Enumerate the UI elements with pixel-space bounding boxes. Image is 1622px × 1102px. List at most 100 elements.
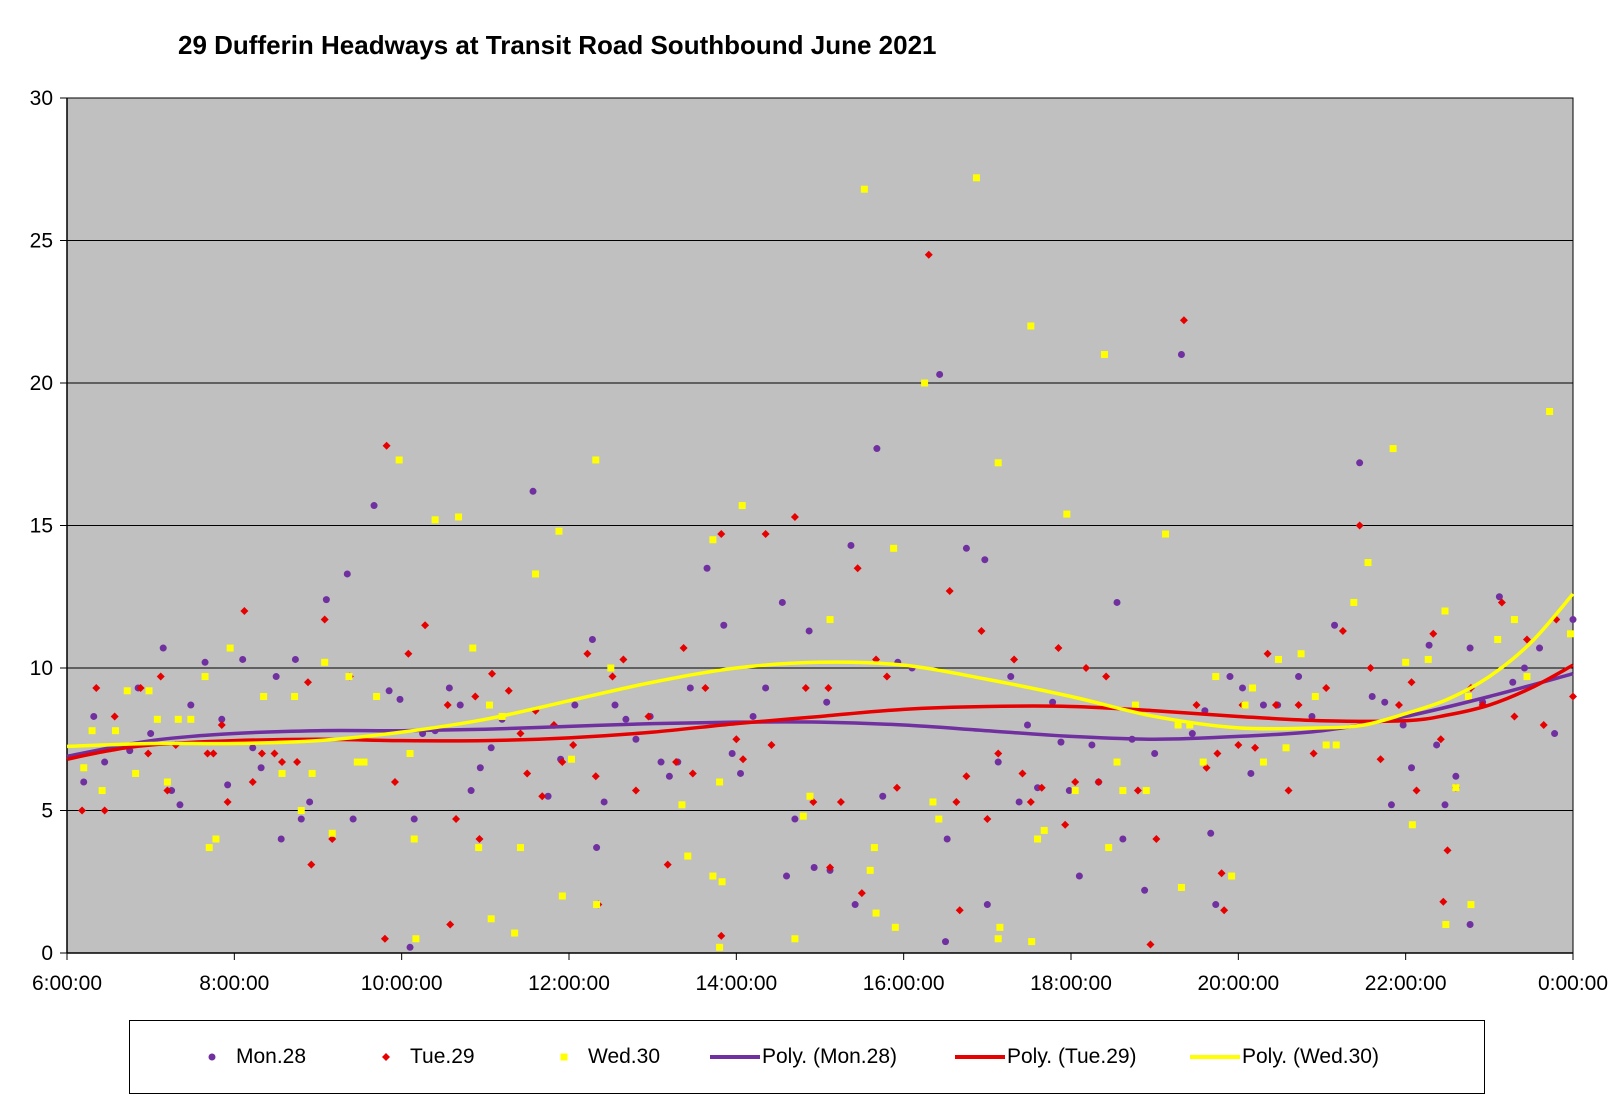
data-point-wed-30 xyxy=(1464,693,1472,700)
legend-label: Poly. (Mon.28) xyxy=(762,1045,897,1068)
data-point-mon-28 xyxy=(1177,351,1185,358)
data-point-mon-28 xyxy=(762,684,770,692)
data-point-mon-28 xyxy=(1399,721,1407,729)
legend-swatch xyxy=(560,1053,568,1061)
data-point-tue-29 xyxy=(644,712,653,721)
data-point-mon-28 xyxy=(349,815,357,823)
data-point-mon-28 xyxy=(544,792,552,800)
data-point-wed-30 xyxy=(291,693,299,700)
data-point-tue-29 xyxy=(688,769,697,778)
data-point-wed-30 xyxy=(806,792,814,800)
data-point-tue-29 xyxy=(538,792,547,801)
data-point-tue-29 xyxy=(1018,769,1027,778)
data-point-wed-30 xyxy=(1389,445,1397,453)
legend-item-poly-tue-29: Poly. (Tue.29) xyxy=(955,1021,1137,1093)
data-point-mon-28 xyxy=(1226,673,1234,681)
data-point-mon-28 xyxy=(593,844,601,852)
data-point-wed-30 xyxy=(1332,741,1340,749)
data-point-wed-30 xyxy=(1259,758,1267,766)
data-point-mon-28 xyxy=(297,815,305,823)
data-point-wed-30 xyxy=(1467,901,1475,909)
data-point-wed-30 xyxy=(1113,758,1121,766)
data-point-wed-30 xyxy=(555,527,563,535)
data-point-tue-29 xyxy=(446,920,455,929)
data-point-wed-30 xyxy=(994,935,1002,943)
data-point-wed-30 xyxy=(607,664,615,672)
data-point-wed-30 xyxy=(1311,693,1319,700)
data-point-mon-28 xyxy=(749,712,757,720)
data-point-mon-28 xyxy=(529,487,537,495)
data-point-tue-29 xyxy=(1338,626,1347,635)
x-tick-label: 8:00:00 xyxy=(199,972,269,995)
data-point-tue-29 xyxy=(1179,316,1188,325)
data-point-wed-30 xyxy=(475,844,483,852)
data-point-tue-29 xyxy=(404,649,413,658)
data-point-tue-29 xyxy=(619,655,628,664)
x-tick-label: 6:00:00 xyxy=(32,972,102,995)
data-point-mon-28 xyxy=(611,701,619,709)
data-point-tue-29 xyxy=(1569,692,1577,701)
data-point-wed-30 xyxy=(1028,938,1036,946)
data-point-mon-28 xyxy=(1239,684,1247,692)
data-point-mon-28 xyxy=(90,712,98,720)
data-point-wed-30 xyxy=(1364,559,1372,567)
data-point-mon-28 xyxy=(1049,698,1057,706)
x-tick-label: 10:00:00 xyxy=(361,972,443,995)
data-point-wed-30 xyxy=(1249,684,1257,692)
y-tick-label: 10 xyxy=(30,657,53,680)
data-point-wed-30 xyxy=(592,456,600,464)
data-point-mon-28 xyxy=(1356,459,1364,467)
data-point-wed-30 xyxy=(88,727,96,735)
data-point-tue-29 xyxy=(952,797,961,806)
data-point-wed-30 xyxy=(360,758,368,766)
data-point-tue-29 xyxy=(892,783,901,792)
data-point-tue-29 xyxy=(1412,786,1421,795)
data-point-wed-30 xyxy=(1523,673,1531,681)
data-point-mon-28 xyxy=(1023,721,1031,729)
data-point-wed-30 xyxy=(1142,787,1150,795)
data-point-tue-29 xyxy=(583,649,592,658)
data-point-tue-29 xyxy=(1394,701,1403,710)
data-point-tue-29 xyxy=(1071,778,1080,786)
x-tick-label: 14:00:00 xyxy=(695,972,777,995)
data-point-mon-28 xyxy=(1034,784,1042,792)
data-point-tue-29 xyxy=(163,786,172,795)
data-point-wed-30 xyxy=(709,872,717,880)
legend-item-wed-30: Wed.30 xyxy=(550,1021,660,1093)
data-point-tue-29 xyxy=(801,683,810,692)
data-point-wed-30 xyxy=(870,844,878,852)
trend-line-tue-29 xyxy=(66,663,1574,761)
data-point-wed-30 xyxy=(994,459,1002,467)
data-point-mon-28 xyxy=(1247,769,1255,777)
data-point-wed-30 xyxy=(205,844,213,852)
data-point-tue-29 xyxy=(144,749,153,758)
data-point-wed-30 xyxy=(1241,701,1249,709)
data-point-tue-29 xyxy=(270,749,279,758)
data-point-tue-29 xyxy=(1220,906,1229,915)
grid-lines xyxy=(67,240,1573,811)
data-point-wed-30 xyxy=(1212,673,1220,681)
data-point-wed-30 xyxy=(80,764,88,772)
data-point-wed-30 xyxy=(1408,821,1416,829)
data-point-wed-30 xyxy=(145,687,153,695)
data-point-mon-28 xyxy=(632,735,640,743)
data-point-wed-30 xyxy=(153,715,161,723)
data-point-wed-30 xyxy=(1040,826,1048,834)
data-point-wed-30 xyxy=(1402,658,1410,666)
legend-item-poly-mon-28: Poly. (Mon.28) xyxy=(710,1021,897,1093)
data-point-tue-29 xyxy=(679,644,688,653)
data-point-mon-28 xyxy=(456,701,464,709)
data-point-mon-28 xyxy=(1495,593,1503,601)
data-point-mon-28 xyxy=(1259,701,1267,709)
data-point-wed-30 xyxy=(568,755,576,763)
legend-label: Mon.28 xyxy=(236,1045,307,1068)
data-point-tue-29 xyxy=(836,797,845,806)
y-tick-label: 5 xyxy=(41,800,53,823)
x-tick-label: 20:00:00 xyxy=(1197,972,1279,995)
data-point-wed-30 xyxy=(972,174,980,182)
data-point-mon-28 xyxy=(101,758,109,766)
data-point-mon-28 xyxy=(1007,673,1015,681)
data-point-mon-28 xyxy=(406,943,414,951)
data-point-mon-28 xyxy=(1212,901,1220,909)
